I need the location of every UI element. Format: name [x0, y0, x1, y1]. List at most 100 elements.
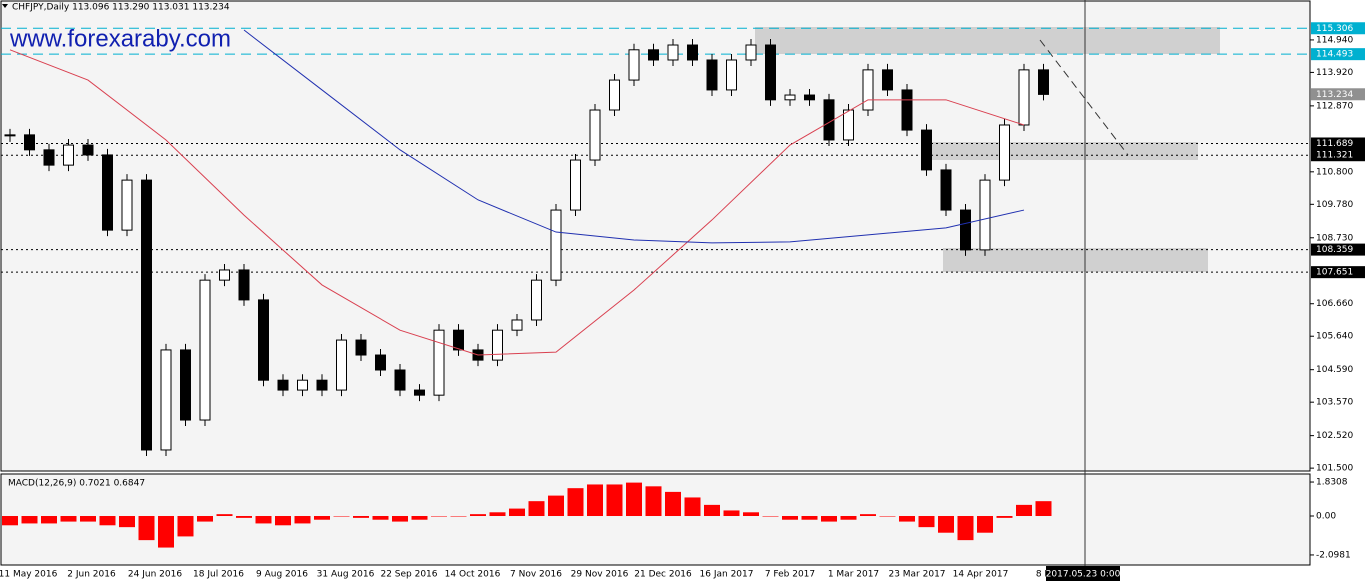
macd-bar	[918, 516, 935, 528]
x-tick-label: 9 Aug 2016	[256, 570, 308, 580]
macd-title: MACD(12,26,9) 0.7021 0.6847	[8, 479, 145, 489]
macd-bar	[60, 516, 77, 522]
candle	[160, 349, 172, 451]
macd-bar	[587, 484, 603, 517]
macd-bar	[548, 495, 564, 517]
macd-bar	[684, 497, 701, 517]
candle	[901, 89, 913, 131]
y-tick-label: 114.940	[1316, 35, 1353, 45]
macd-bar	[957, 516, 974, 541]
macd-bar	[41, 516, 57, 524]
level-label-box	[1311, 149, 1365, 162]
x-tick-label: 14 Oct 2016	[445, 570, 501, 580]
x-tick-label: 21 Dec 2016	[634, 570, 692, 580]
candle	[433, 329, 445, 396]
candle	[1018, 69, 1030, 126]
x-tick-label: 11 May 2016	[0, 570, 58, 580]
y-tick-label: -2.0981	[1316, 550, 1351, 560]
level-label-box	[1311, 22, 1365, 35]
macd-bar	[665, 491, 681, 517]
candle	[141, 179, 152, 451]
y-tick-label: 110.800	[1316, 167, 1353, 177]
x-tick-label: 1 Mar 2017	[828, 570, 879, 580]
y-tick-label: 109.780	[1316, 200, 1353, 210]
x-tick-label: 22 Sep 2016	[380, 570, 437, 580]
x-tick-label: 31 Aug 2016	[317, 570, 375, 580]
candle	[765, 44, 776, 101]
watermark: www.forexaraby.com	[9, 25, 231, 52]
zone	[755, 27, 1220, 54]
candle	[843, 109, 854, 141]
level-label-box	[1311, 243, 1365, 256]
x-tick-label: 8 M	[1036, 570, 1052, 580]
level-label: 111.689	[1316, 139, 1353, 149]
candle	[648, 49, 659, 61]
x-tick-label: 14 Apr 2017	[953, 570, 1009, 580]
y-tick-label: 106.660	[1316, 299, 1353, 309]
level-label: 107.651	[1316, 268, 1353, 278]
menu-arrow	[2, 4, 8, 8]
zone	[930, 142, 1198, 160]
y-tick-label: 113.920	[1316, 68, 1353, 78]
candle	[394, 369, 406, 391]
candle	[453, 329, 464, 351]
macd-bar	[626, 482, 642, 517]
candle	[745, 44, 757, 61]
candle	[277, 379, 289, 391]
candle	[82, 144, 94, 156]
candle	[219, 269, 230, 281]
y-tick-label: 103.570	[1316, 398, 1353, 408]
macd-bar	[489, 512, 506, 517]
level-label-box	[1311, 137, 1365, 150]
level-label: 108.359	[1316, 245, 1353, 255]
moving-average	[243, 29, 1025, 244]
macd-bar	[177, 516, 194, 537]
candle	[414, 389, 425, 396]
macd-bar	[528, 501, 545, 517]
candle	[199, 279, 211, 421]
candle	[940, 169, 952, 211]
y-tick-label: 105.640	[1316, 332, 1353, 342]
level-label: 113.234	[1316, 90, 1353, 100]
candle	[1038, 69, 1049, 95]
macd-bar	[899, 516, 915, 522]
macd-bar	[762, 516, 779, 517]
cursor-time: 2017.05.23 0:00	[1046, 570, 1121, 580]
candle	[531, 279, 542, 321]
level-label: 111.321	[1316, 151, 1353, 161]
candle	[921, 129, 932, 171]
candle	[667, 44, 679, 61]
level-label-box	[1311, 48, 1365, 61]
macd-bar	[606, 484, 623, 517]
macd-bar	[1016, 504, 1032, 517]
candle	[297, 379, 308, 391]
macd-bar	[314, 516, 330, 520]
macd-bar	[801, 516, 818, 520]
candle	[589, 109, 601, 161]
x-tick-label: 23 Mar 2017	[888, 570, 945, 580]
y-tick-label: 108.730	[1316, 233, 1353, 243]
macd-bar	[704, 504, 720, 517]
candle	[999, 124, 1010, 181]
candle	[63, 144, 74, 166]
macd-bar	[236, 516, 252, 518]
macd-bar	[645, 486, 662, 517]
candle	[121, 179, 133, 231]
x-tick-label: 2 Jun 2016	[67, 570, 116, 580]
y-tick-label: 102.520	[1316, 431, 1353, 441]
macd-bar	[723, 510, 740, 517]
x-tick-label: 24 Jun 2016	[128, 570, 182, 580]
macd-bar	[938, 516, 954, 533]
candle	[979, 179, 991, 251]
macd-bar	[216, 514, 233, 517]
macd-bar	[197, 516, 213, 522]
candle	[511, 319, 523, 331]
macd-bar	[821, 516, 837, 522]
macd-bar	[411, 516, 428, 520]
x-tick-label: 7 Nov 2016	[510, 570, 562, 580]
y-tick-label: 0.00	[1316, 512, 1336, 522]
macd-bar	[80, 516, 96, 522]
macd-bar	[275, 516, 291, 526]
macd-bar	[255, 516, 272, 524]
